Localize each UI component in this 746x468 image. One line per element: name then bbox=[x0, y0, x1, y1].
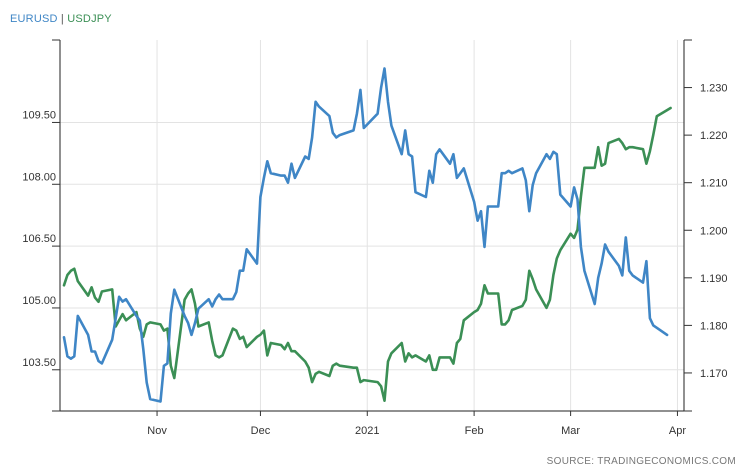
x-tick-label: Apr bbox=[669, 425, 686, 437]
left-tick-label: 105.00 bbox=[22, 295, 56, 307]
series-line-eurusd bbox=[62, 67, 669, 403]
series-lines bbox=[62, 67, 672, 403]
x-tick-label: Nov bbox=[147, 425, 167, 437]
left-axis-ticks: 103.50 105.00 106.50 108.00 109.50 bbox=[22, 109, 60, 371]
x-tick-label: 2021 bbox=[355, 425, 379, 437]
series-line-usdjpy bbox=[62, 106, 672, 402]
right-tick-label: 1.230 bbox=[700, 83, 728, 95]
legend-eurusd[interactable]: EURUSD bbox=[10, 13, 58, 25]
left-tick-label: 108.00 bbox=[22, 171, 56, 183]
right-axis-ticks: 1.170 1.180 1.190 1.200 1.210 1.220 1.230 bbox=[684, 83, 728, 380]
right-tick-label: 1.180 bbox=[700, 320, 728, 332]
x-tick-label: Dec bbox=[251, 425, 271, 437]
left-tick-label: 103.50 bbox=[22, 357, 56, 369]
grid-lines bbox=[60, 40, 684, 411]
source-credit: SOURCE: TRADINGECONOMICS.COM bbox=[546, 456, 736, 467]
left-tick-label: 106.50 bbox=[22, 233, 56, 245]
right-tick-label: 1.170 bbox=[700, 368, 728, 380]
right-tick-label: 1.210 bbox=[700, 178, 728, 190]
x-tick-label: Feb bbox=[465, 425, 484, 437]
left-tick-label: 109.50 bbox=[22, 109, 56, 121]
right-tick-label: 1.220 bbox=[700, 130, 728, 142]
x-axis-ticks: Nov Dec 2021 Feb Mar Apr bbox=[147, 411, 686, 437]
right-tick-label: 1.190 bbox=[700, 273, 728, 285]
right-tick-label: 1.200 bbox=[700, 225, 728, 237]
axes bbox=[52, 39, 692, 412]
x-tick-label: Mar bbox=[561, 425, 580, 437]
legend: EURUSD | USDJPY bbox=[10, 13, 112, 25]
legend-usdjpy[interactable]: USDJPY bbox=[67, 13, 112, 25]
legend-separator: | bbox=[60, 13, 64, 25]
